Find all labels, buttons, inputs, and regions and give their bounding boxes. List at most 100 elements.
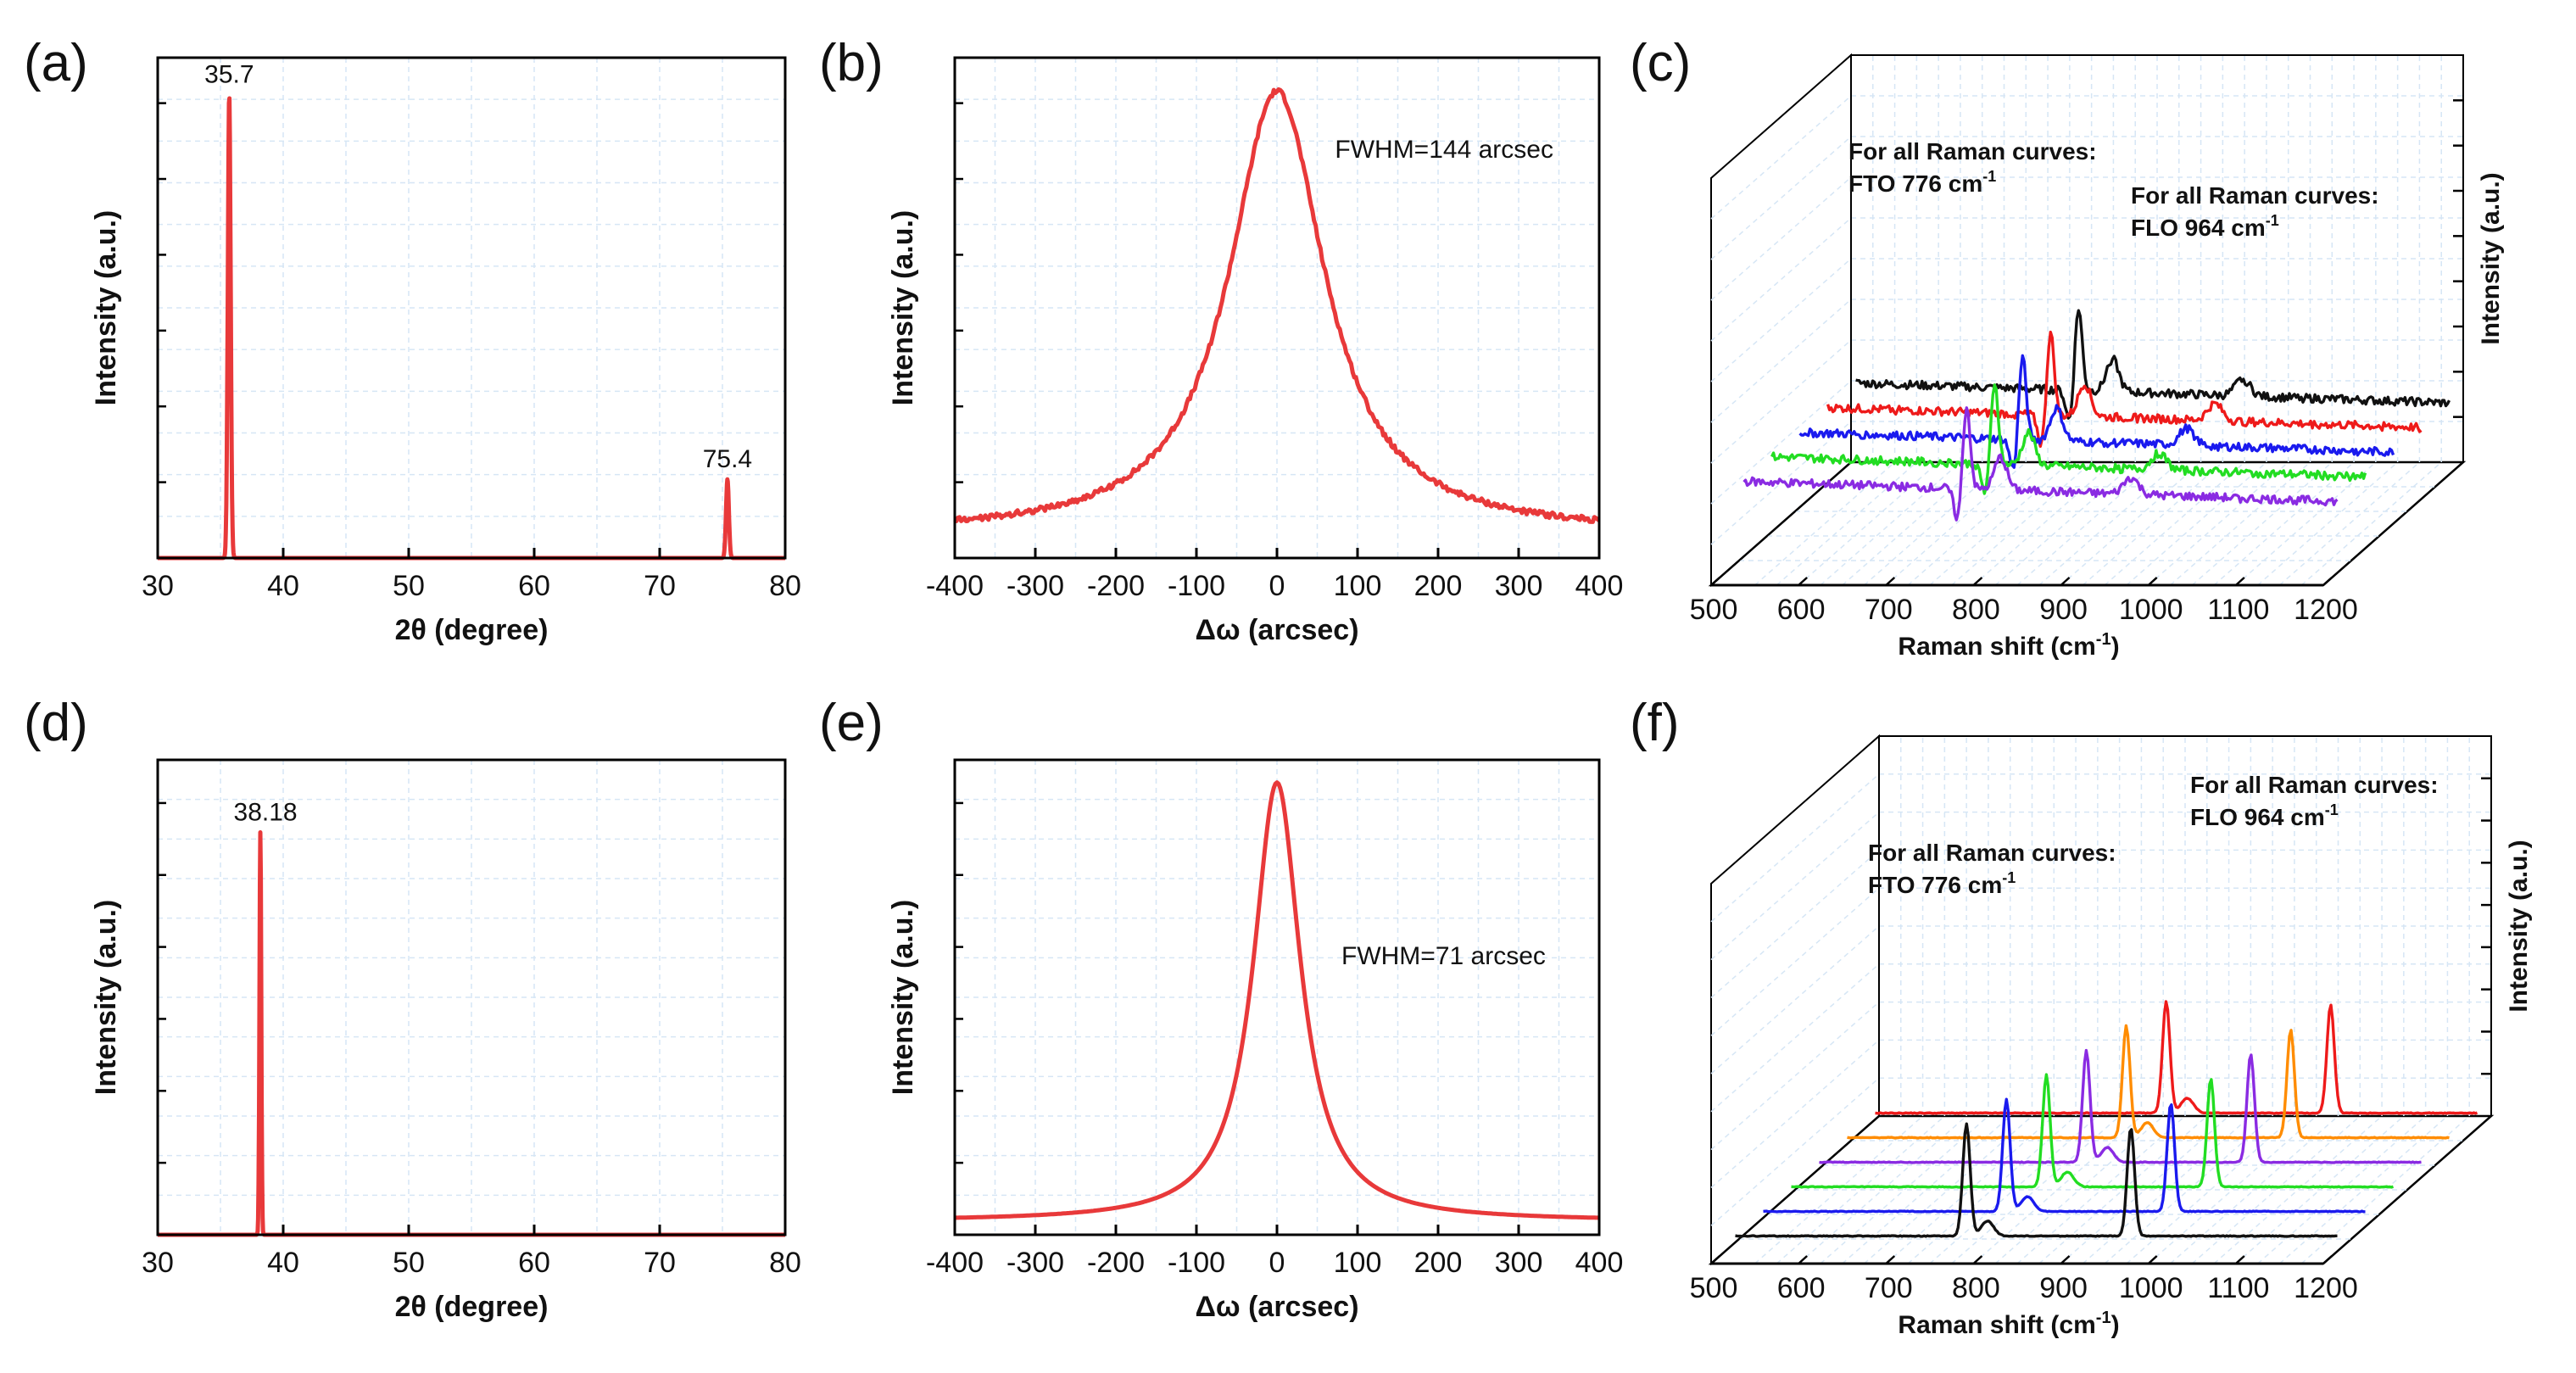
x-tick [1972, 577, 1983, 586]
x-tick-label: -400 [926, 1247, 984, 1279]
x-tick-label: 500 [1690, 594, 1738, 626]
x-tick [2322, 577, 2333, 586]
panel-f: (f) 500 600 700 800 900 1000 1100 1200 Raman shif… [1630, 694, 2533, 1339]
x-tick-label: 300 [1495, 570, 1543, 602]
spectrum-line [1875, 1000, 2478, 1115]
x-tick-label: 50 [393, 1247, 425, 1279]
x-tick [2147, 1255, 2158, 1264]
floor-grid [2235, 461, 2377, 586]
wall-grid [1710, 95, 1852, 220]
x-tick [2060, 577, 2071, 586]
x-tick [1885, 1255, 1896, 1264]
floor-grid [1907, 461, 2049, 586]
panel-label: (b) [819, 34, 884, 92]
wall-grid [1710, 217, 1852, 342]
x-tick-label: 900 [2039, 1272, 2088, 1304]
series-line [954, 780, 1600, 1220]
spectrum-line [1826, 330, 2423, 449]
x-tick-label: 70 [644, 1247, 676, 1279]
wall-grid [1710, 339, 1852, 464]
y-axis-label: Intensity (a.u.) [887, 900, 919, 1095]
annotation-line1: For all Raman curves: [2190, 772, 2439, 798]
y-axis-label: Intensity (a.u.) [90, 900, 122, 1095]
spectrum-line [1770, 383, 2367, 495]
x-tick-label: 80 [769, 1247, 801, 1279]
x-tick-label: 30 [142, 1247, 174, 1279]
annotation-sup: -1 [1982, 168, 1996, 185]
x-tick-label: -100 [1168, 570, 1225, 602]
side-wall [1710, 734, 1880, 1266]
x-tick [2060, 1255, 2071, 1264]
floor-grid [1864, 461, 2004, 586]
series-line [953, 87, 1601, 524]
x-tick-label: 400 [1575, 1247, 1624, 1279]
x-tick [2147, 577, 2158, 586]
spectrum-line [1735, 1122, 2338, 1238]
x-tick-label: 100 [1334, 1247, 1382, 1279]
annotation-sup: -1 [2266, 212, 2279, 229]
plot-frame [156, 56, 787, 560]
annotation-text: FLO 964 cm [2190, 804, 2325, 830]
floor-grid [2213, 461, 2355, 586]
spectrum-line [1798, 354, 2395, 469]
x-axis-label: Δω (arcsec) [1195, 614, 1358, 646]
x-tick-label: 800 [1952, 1272, 2000, 1304]
x-tick-label: 1000 [2119, 594, 2183, 626]
fwhm-annotation: FWHM=144 arcsec [1335, 136, 1553, 164]
spectrum-line [1742, 406, 2339, 522]
wall-grid [1710, 849, 1880, 998]
panel-label: (f) [1630, 694, 1680, 752]
panel-label: (e) [819, 694, 884, 752]
peak-label: 38.18 [234, 798, 298, 826]
x-tick [1710, 577, 1720, 586]
peak-label: 35.7 [204, 61, 254, 89]
x-tick-label: -100 [1168, 1247, 1225, 1279]
panel-e: (e) -400 -300 -200 -100 0 100 200 300 400 Δω (arcs… [819, 694, 1623, 1323]
x-axis-label: Δω (arcsec) [1195, 1291, 1358, 1323]
annotation-sup: -1 [2002, 869, 2016, 886]
x-axis-label-text: Raman shift (cm [1898, 1311, 2095, 1339]
wall-grid [1710, 925, 1880, 1074]
y-axis-label: Intensity (a.u.) [887, 210, 919, 405]
x-tick-label: 100 [1334, 570, 1382, 602]
spectrum-line [1819, 1048, 2422, 1164]
annotation-line2: FTO 776 cm-1 [1848, 168, 1996, 197]
wall-grid [1710, 963, 1880, 1113]
wall-grid [1710, 421, 1852, 545]
panel-label: (a) [24, 34, 88, 92]
wall-grid [1710, 176, 1852, 301]
wall-grid [1710, 258, 1852, 382]
x-axis-label-text: Raman shift (cm [1898, 633, 2095, 661]
x-tick-label: 600 [1777, 1272, 1826, 1304]
x-tick-label: -400 [926, 570, 984, 602]
floor-grid [1994, 461, 2136, 586]
z-axis-label: Intensity (a.u.) [2505, 840, 2533, 1012]
spectrum-line [1847, 1024, 2450, 1140]
floor-grid [1951, 461, 2093, 586]
floor-grid [2191, 461, 2333, 586]
annotation-line1: For all Raman curves: [1868, 840, 2116, 866]
x-tick-label: 0 [1269, 570, 1285, 602]
x-tick-label: -200 [1087, 570, 1145, 602]
annotation-line2: FLO 964 cm-1 [2131, 212, 2279, 241]
x-axis-label-close: ) [2111, 633, 2120, 661]
annotation-text: FTO 776 cm [1848, 170, 1982, 197]
wall-grid [1710, 380, 1852, 505]
annotation-line2: FLO 964 cm-1 [2190, 801, 2339, 830]
floor-grid [2170, 461, 2311, 586]
wall-grid [1710, 773, 1880, 923]
x-tick-label: 0 [1269, 1247, 1285, 1279]
y-axis-label: Intensity (a.u.) [90, 210, 122, 405]
x-tick-label: 50 [393, 570, 425, 602]
floor-grid [2126, 461, 2267, 586]
x-axis-label-sup: -1 [2096, 630, 2111, 649]
wall-grid [1710, 812, 1880, 961]
panel-d: (d) 30 40 50 60 70 80 2θ (degree) Intensity (a.u… [24, 694, 801, 1323]
annotation-sup: -1 [2325, 801, 2339, 818]
floor-grid [2300, 461, 2442, 586]
x-tick-label: 900 [2039, 594, 2088, 626]
x-tick-label: 1000 [2119, 1272, 2183, 1304]
annotation-text: FLO 964 cm [2131, 215, 2266, 241]
x-tick-label: 200 [1414, 570, 1463, 602]
